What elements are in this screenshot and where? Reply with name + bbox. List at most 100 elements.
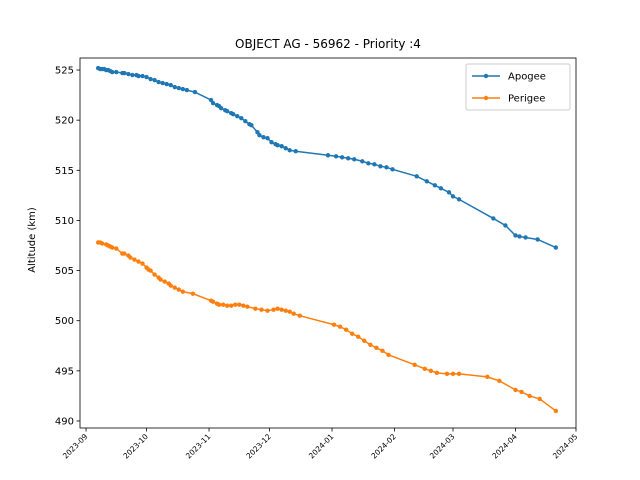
legend-marker-apogee	[483, 73, 489, 79]
data-point-apogee	[333, 154, 339, 159]
data-point-apogee	[513, 233, 518, 238]
data-point-apogee	[503, 223, 508, 228]
data-point-apogee	[360, 159, 365, 164]
data-point-apogee	[192, 89, 198, 95]
data-point-apogee	[144, 74, 149, 80]
data-point-perigee	[380, 348, 385, 353]
data-point-apogee	[432, 183, 438, 188]
data-point-apogee	[122, 70, 127, 76]
x-tick-label: 2023-11	[184, 432, 213, 461]
data-point-perigee	[350, 331, 355, 336]
y-axis: 490 495 500 505 510 515 520 525	[55, 66, 80, 427]
x-tick-label: 2024-02	[369, 432, 398, 461]
data-point-perigee	[180, 289, 186, 294]
x-tick-label: 2023-09	[61, 432, 90, 461]
data-point-apogee	[283, 146, 288, 151]
data-point-perigee	[259, 307, 264, 312]
data-point-perigee	[527, 393, 532, 399]
data-point-apogee	[231, 111, 236, 117]
data-point-apogee	[450, 194, 456, 199]
x-tick-label: 2023-12	[244, 432, 273, 461]
data-point-perigee	[265, 308, 270, 313]
data-point-perigee	[224, 303, 230, 308]
data-point-apogee	[235, 113, 240, 119]
data-point-apogee	[378, 164, 383, 169]
legend-label-apogee: Apogee	[508, 72, 546, 83]
data-point-perigee	[220, 302, 226, 307]
data-point-perigee	[537, 396, 542, 402]
data-point-perigee	[422, 366, 427, 372]
data-point-perigee	[428, 368, 434, 374]
data-point-perigee	[368, 342, 373, 347]
data-point-apogee	[172, 84, 177, 90]
data-point-perigee	[356, 334, 361, 339]
data-point-perigee	[275, 306, 280, 311]
chart-title: OBJECT AG - 56962 - Priority :4	[235, 37, 421, 51]
data-point-perigee	[245, 304, 250, 309]
data-point-apogee	[243, 118, 248, 124]
data-point-perigee	[283, 308, 288, 313]
legend: Apogee Perigee	[465, 63, 571, 111]
data-point-perigee	[337, 324, 343, 329]
x-axis: 2023-09 2023-10 2023-11 2023-12 2024-01 2024-…	[61, 428, 580, 461]
data-point-perigee	[210, 299, 216, 304]
data-point-apogee	[180, 86, 186, 92]
data-point-apogee	[390, 167, 395, 172]
data-point-apogee	[339, 155, 345, 160]
data-point-apogee	[130, 72, 135, 78]
data-point-perigee	[162, 279, 167, 284]
data-point-apogee	[491, 216, 496, 221]
data-point-perigee	[519, 389, 524, 395]
data-point-apogee	[523, 235, 528, 240]
data-point-apogee	[366, 161, 371, 166]
data-point-apogee	[210, 100, 216, 106]
data-point-perigee	[140, 261, 145, 266]
data-point-apogee	[279, 144, 284, 149]
data-point-apogee	[265, 136, 270, 141]
data-point-perigee	[444, 371, 450, 377]
plot-frame	[79, 57, 577, 429]
data-point-apogee	[372, 162, 377, 167]
data-point-apogee	[156, 79, 161, 85]
data-point-perigee	[362, 338, 367, 343]
data-point-perigee	[132, 257, 137, 262]
y-tick-label: 490	[55, 416, 74, 427]
y-axis-label: Altitude (km)	[27, 207, 38, 273]
data-point-apogee	[325, 153, 331, 158]
data-point-perigee	[122, 251, 127, 256]
data-point-perigee	[386, 352, 391, 357]
data-point-apogee	[424, 179, 429, 184]
data-point-perigee	[513, 387, 518, 393]
data-point-apogee	[345, 156, 351, 161]
data-point-apogee	[257, 133, 262, 138]
data-point-perigee	[279, 307, 284, 312]
data-point-perigee	[343, 327, 349, 332]
data-point-perigee	[287, 309, 292, 314]
y-tick-label: 495	[55, 366, 74, 377]
data-point-perigee	[553, 408, 559, 414]
data-point-perigee	[152, 272, 157, 277]
x-tick-label: 2024-04	[490, 432, 519, 461]
x-tick-label: 2024-05	[551, 432, 580, 461]
data-point-apogee	[517, 234, 522, 239]
data-point-perigee	[412, 362, 417, 368]
data-point-apogee	[261, 135, 266, 140]
data-point-apogee	[140, 73, 145, 79]
data-point-perigee	[485, 374, 490, 380]
data-point-perigee	[148, 268, 153, 273]
data-point-apogee	[114, 69, 119, 75]
data-point-perigee	[291, 311, 296, 316]
data-point-apogee	[293, 149, 298, 154]
data-point-apogee	[126, 71, 131, 77]
y-tick-label: 500	[55, 316, 74, 327]
data-point-perigee	[456, 371, 462, 377]
data-point-apogee	[160, 80, 165, 86]
data-point-apogee	[456, 197, 462, 202]
data-point-perigee	[136, 259, 141, 264]
data-point-perigee	[374, 345, 379, 350]
data-point-perigee	[331, 322, 337, 327]
data-point-apogee	[110, 69, 115, 75]
data-point-apogee	[414, 174, 419, 179]
data-point-perigee	[253, 306, 258, 311]
data-point-perigee	[110, 245, 115, 250]
